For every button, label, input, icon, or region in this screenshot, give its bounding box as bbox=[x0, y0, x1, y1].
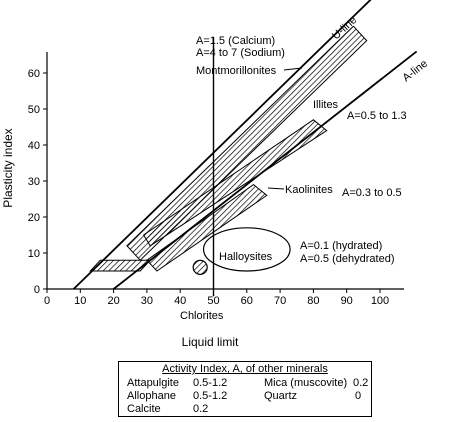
table-row-name: Quartz bbox=[264, 390, 298, 402]
table-row-name: Calcite bbox=[127, 403, 161, 415]
y-axis-label: Plasticity index bbox=[1, 128, 15, 207]
montmorillonites-label: Montmorillonites bbox=[196, 65, 277, 77]
y-tick-label: 40 bbox=[28, 140, 40, 152]
u-line bbox=[73, 0, 372, 290]
table-row-value: 0.2 bbox=[353, 377, 369, 389]
x-tick-label: 50 bbox=[207, 295, 219, 307]
x-tick-label: 70 bbox=[274, 295, 286, 307]
x-tick-label: 90 bbox=[341, 295, 353, 307]
kaolinites-leader bbox=[267, 187, 285, 190]
low-plasticity-zone bbox=[89, 259, 152, 272]
y-tick-label: 30 bbox=[28, 176, 40, 188]
table-row-value: 0.5-1.2 bbox=[193, 390, 228, 402]
x-tick-label: 30 bbox=[141, 295, 153, 307]
activity-table-title: Activity Index, A, of other minerals bbox=[162, 363, 328, 375]
x-tick-label: 20 bbox=[107, 295, 119, 307]
montmorillonites-zone bbox=[126, 25, 368, 261]
activity-index-table: Activity Index, A, of other minerals Att… bbox=[118, 361, 372, 417]
montmorillonites-leader bbox=[283, 67, 303, 71]
y-tick-label: 10 bbox=[28, 248, 40, 260]
y-tick-label: 0 bbox=[34, 284, 40, 296]
x-tick-label: 60 bbox=[241, 295, 253, 307]
kaolinites-label: Kaolinites bbox=[285, 184, 333, 196]
chlorites-label: Chlorites bbox=[180, 310, 224, 322]
chlorites-marker bbox=[192, 259, 208, 275]
x-tick-label: 0 bbox=[44, 295, 50, 307]
sodium-activity-label: A=4 to 7 (Sodium) bbox=[196, 47, 285, 59]
dehydrated-activity-label: A=0.5 (dehydrated) bbox=[300, 253, 394, 265]
hydrated-activity-label: A=0.1 (hydrated) bbox=[300, 240, 382, 252]
y-tick-label: 50 bbox=[28, 104, 40, 116]
table-row-value: 0 bbox=[355, 390, 362, 402]
x-tick-label: 40 bbox=[174, 295, 186, 307]
illites-activity-label: A=0.5 to 1.3 bbox=[347, 110, 407, 122]
table-row-name: Mica (muscovite) bbox=[264, 377, 348, 389]
x-axis-label: Liquid limit bbox=[182, 335, 239, 349]
kaolinites-activity-label: A=0.3 to 0.5 bbox=[342, 187, 402, 199]
halloysites-label: Halloysites bbox=[219, 251, 273, 263]
x-tick-label: 100 bbox=[371, 295, 389, 307]
calcium-activity-label: A=1.5 (Calcium) bbox=[196, 35, 275, 47]
table-row-value: 0.5-1.2 bbox=[193, 377, 228, 389]
kaolinites-zone bbox=[146, 183, 268, 272]
table-row-name: Attapulgite bbox=[127, 377, 179, 389]
a-line bbox=[113, 50, 418, 290]
x-tick-label: 80 bbox=[307, 295, 319, 307]
table-row-value: 0.2 bbox=[193, 403, 209, 415]
illites-label: Illites bbox=[313, 99, 339, 111]
x-tick-label: 10 bbox=[74, 295, 86, 307]
y-tick-label: 60 bbox=[28, 68, 40, 80]
table-row-name: Allophane bbox=[127, 390, 176, 402]
illites-zone bbox=[142, 119, 328, 247]
y-tick-label: 20 bbox=[28, 212, 40, 224]
halloysites-ellipse bbox=[202, 227, 291, 272]
